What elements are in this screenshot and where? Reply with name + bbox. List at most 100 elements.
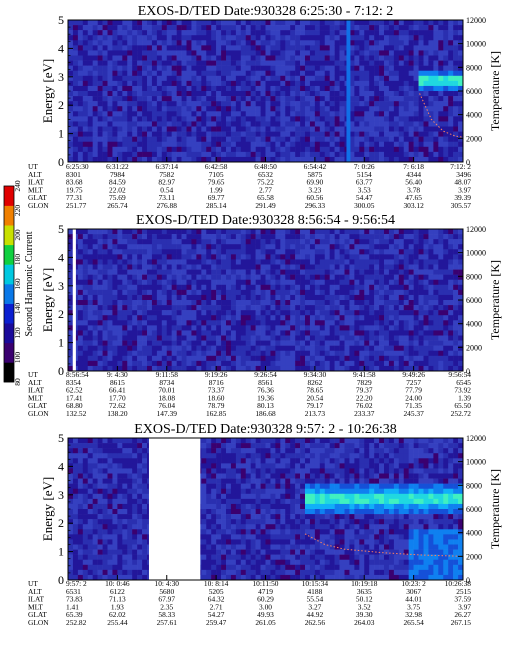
heatmap-cell (295, 96, 300, 101)
heatmap-cell (68, 310, 73, 315)
heatmap-cell (320, 111, 325, 116)
heatmap-cell (340, 330, 345, 335)
heatmap-cell (295, 249, 300, 254)
heatmap-cell (117, 81, 122, 86)
heatmap-cell (93, 61, 98, 66)
heatmap-cell (409, 152, 414, 157)
heatmap-cell (394, 341, 399, 346)
heatmap-cell (424, 96, 429, 101)
heatmap-cell (330, 25, 335, 30)
heatmap-cell (137, 147, 142, 152)
heatmap-cell (409, 127, 414, 132)
heatmap-cell (384, 285, 389, 290)
heatmap-cell (142, 106, 147, 111)
heatmap-cell (83, 234, 88, 239)
heatmap-cell (93, 265, 98, 270)
heatmap-cell (354, 300, 359, 305)
heatmap-cell (201, 101, 206, 106)
heatmap-cell (157, 40, 162, 45)
heatmap-cell (414, 330, 419, 335)
heatmap-cell (157, 132, 162, 137)
heatmap-cell (73, 137, 78, 142)
heatmap-cell (349, 341, 354, 346)
heatmap-cell (187, 244, 192, 249)
heatmap-cell (172, 275, 177, 280)
heatmap-cell (305, 121, 310, 126)
heatmap-cell (108, 320, 113, 325)
heatmap-cell (384, 315, 389, 320)
panel-1: EXOS-D/TED Date:930328 6:25:30 - 7:12: 2… (28, 4, 502, 210)
heatmap-cell (424, 249, 429, 254)
heatmap-cell (354, 295, 359, 300)
heatmap-cell (300, 40, 305, 45)
heatmap-cell (280, 40, 285, 45)
heatmap-cell (98, 86, 103, 91)
heatmap-cell (221, 275, 226, 280)
heatmap-cell (280, 305, 285, 310)
heatmap-cell (93, 101, 98, 106)
heatmap-cell (384, 116, 389, 121)
heatmap-cell (310, 76, 315, 81)
heatmap-cell (290, 152, 295, 157)
heatmap-cell (335, 249, 340, 254)
heatmap-cell (103, 91, 108, 96)
heatmap-cell (295, 147, 300, 152)
heatmap-cell (349, 275, 354, 280)
heatmap-cell (103, 479, 108, 484)
heatmap-cell (117, 275, 122, 280)
heatmap-cell (330, 142, 335, 147)
heatmap-cell (103, 265, 108, 270)
heatmap-cell (443, 61, 448, 66)
heatmap-cell (88, 570, 93, 575)
heatmap-cell (256, 336, 261, 341)
heatmap-cell (251, 66, 256, 71)
heatmap-cell (389, 285, 394, 290)
heatmap-cell (93, 50, 98, 55)
heatmap-cell (280, 101, 285, 106)
heatmap-cell (369, 137, 374, 142)
heatmap-cell (251, 45, 256, 50)
heatmap-cell (424, 361, 429, 366)
heatmap-cell (359, 96, 364, 101)
heatmap-cell (300, 61, 305, 66)
heatmap-cell (266, 116, 271, 121)
heatmap-cell (359, 336, 364, 341)
heatmap-cell (280, 320, 285, 325)
heatmap-cell (83, 351, 88, 356)
heatmap-cell (325, 336, 330, 341)
heatmap-cell (354, 142, 359, 147)
heatmap-cell (88, 50, 93, 55)
heatmap-cell (226, 330, 231, 335)
heatmap-cell (374, 330, 379, 335)
heatmap-cell (78, 336, 83, 341)
heatmap-cell (275, 259, 280, 264)
heatmap-cell (379, 127, 384, 132)
heatmap-cell (394, 30, 399, 35)
heatmap-cell (433, 20, 438, 25)
heatmap-cell (295, 20, 300, 25)
heatmap-cell (122, 61, 127, 66)
heatmap-cell (275, 351, 280, 356)
heatmap-cell (112, 81, 117, 86)
heatmap-cell (172, 325, 177, 330)
heatmap-cell (231, 76, 236, 81)
heatmap-cell (167, 330, 172, 335)
heatmap-cell (389, 106, 394, 111)
heatmap-cell (83, 315, 88, 320)
heatmap-cell (93, 25, 98, 30)
heatmap-cell (433, 71, 438, 76)
heatmap-cell (187, 106, 192, 111)
heatmap-cell (315, 285, 320, 290)
heatmap-cell (93, 290, 98, 295)
heatmap-cell (315, 20, 320, 25)
heatmap-cell (280, 137, 285, 142)
heatmap-cell (428, 285, 433, 290)
heatmap-cell (68, 555, 73, 560)
heatmap-cell (221, 40, 226, 45)
heatmap-cell (325, 254, 330, 259)
heatmap-cell (117, 40, 122, 45)
heatmap-cell (93, 463, 98, 468)
heatmap-cell (83, 325, 88, 330)
heatmap-cell (384, 234, 389, 239)
heatmap-cell (290, 254, 295, 259)
